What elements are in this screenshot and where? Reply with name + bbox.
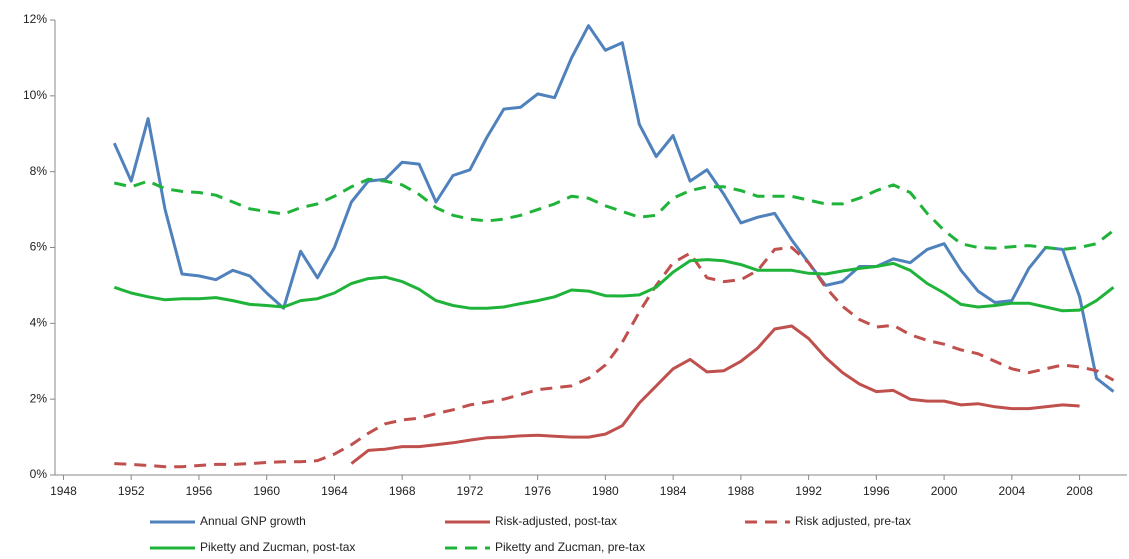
legend-label: Piketty and Zucman, post-tax	[200, 540, 355, 554]
x-tick-label: 1976	[524, 484, 551, 498]
x-tick-label: 2008	[1066, 484, 1093, 498]
x-tick-label: 1960	[253, 484, 280, 498]
x-tick-label: 1992	[795, 484, 822, 498]
legend-label: Risk-adjusted, post-tax	[495, 514, 617, 528]
series-line	[350, 324, 1080, 465]
x-tick-label: 1968	[389, 484, 416, 498]
x-tick-label: 1988	[728, 484, 755, 498]
x-tick-label: 1948	[50, 484, 77, 498]
x-tick-label: 1952	[118, 484, 145, 498]
legend-label: Annual GNP growth	[200, 514, 306, 528]
x-tick-label: 2000	[931, 484, 958, 498]
x-tick-label: 1980	[592, 484, 619, 498]
legend-label: Risk adjusted, pre-tax	[795, 514, 911, 528]
y-tick-label: 4%	[30, 316, 48, 330]
y-tick-label: 12%	[23, 12, 47, 26]
x-tick-label: 1964	[321, 484, 348, 498]
x-tick-label: 1956	[186, 484, 213, 498]
x-tick-label: 2004	[998, 484, 1025, 498]
y-tick-label: 0%	[30, 467, 48, 481]
x-tick-label: 1984	[660, 484, 687, 498]
y-tick-label: 10%	[23, 88, 47, 102]
x-tick-label: 1996	[863, 484, 890, 498]
x-tick-label: 1972	[457, 484, 484, 498]
y-tick-label: 6%	[30, 240, 48, 254]
y-tick-label: 2%	[30, 391, 48, 405]
y-tick-label: 8%	[30, 164, 48, 178]
series-line	[113, 177, 1115, 251]
series-line	[113, 258, 1115, 313]
series-line	[114, 246, 1115, 469]
legend-label: Piketty and Zucman, pre-tax	[495, 540, 645, 554]
